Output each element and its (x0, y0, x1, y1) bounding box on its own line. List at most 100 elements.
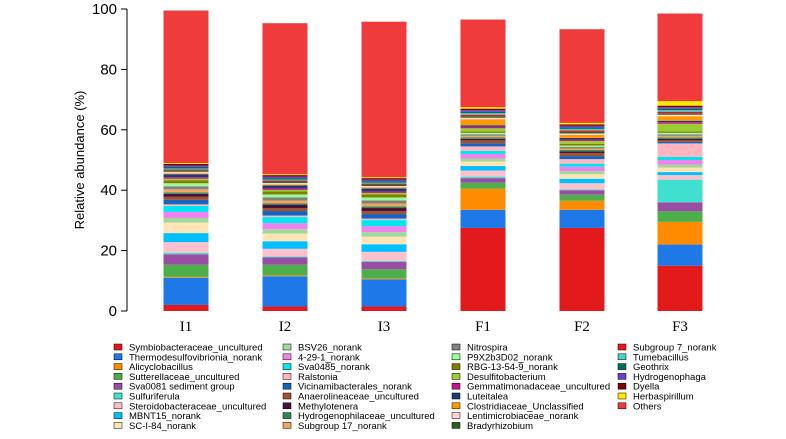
legend-label: RBG-13-54-9_norank (467, 362, 558, 373)
legend-label: Thermodesulfovibrionia_norank (129, 352, 262, 363)
bar-segment-I2-30 (262, 176, 308, 179)
legend-swatch (282, 382, 292, 390)
bar-segment-I1-7 (163, 233, 209, 243)
legend-label: Vicinamibacterales_norank (298, 382, 412, 393)
bar-segment-F3-2 (657, 221, 703, 245)
bar-segment-F1-21 (460, 128, 506, 132)
legend-label: Clostridiaceae_Unclassified (467, 401, 584, 412)
legend-label: 4-29-1_norank (298, 352, 360, 363)
bar-segment-I1-15 (163, 193, 209, 197)
legend-swatch (617, 373, 627, 380)
bar-segment-F1-32 (460, 107, 506, 109)
legend-label: Sutterellaceae_uncultured (129, 372, 239, 383)
bar-segment-F2-22 (559, 139, 605, 141)
legend-label: Nitrospira (467, 343, 508, 354)
legend-swatch (113, 422, 123, 429)
y-tick-label: 40 (100, 182, 117, 199)
bar-segment-I2-9 (262, 229, 308, 234)
bar-segment-F1-33 (460, 19, 506, 108)
bar-segment-F2-30 (559, 125, 605, 128)
bar-segment-I2-22 (262, 188, 308, 190)
bar-segment-F2-23 (559, 137, 605, 140)
legend-item: Sva0485_norank (282, 362, 370, 373)
bar-segment-I2-33 (262, 23, 308, 175)
legend-swatch (113, 392, 123, 400)
legend: Symbiobacteraceae_unculturedThermodesulf… (113, 343, 717, 432)
bar-segment-F1-16 (460, 137, 506, 139)
legend-swatch (617, 382, 627, 390)
bar-segment-I1-5 (163, 252, 209, 255)
legend-label: Dyella (633, 382, 660, 393)
bar-segment-I3-9 (361, 232, 407, 237)
bar-segment-I1-31 (163, 163, 209, 166)
bar-segment-I1-24 (163, 173, 209, 175)
legend-item: Sva0081 sediment group (113, 382, 235, 393)
bar-segment-I2-28 (262, 179, 308, 181)
legend-item: Thermodesulfovibrionia_norank (113, 352, 262, 363)
bar-segment-I2-32 (262, 174, 308, 176)
bar-segment-I2-10 (262, 223, 308, 230)
bar-segment-I3-0 (361, 306, 407, 311)
bar-segment-F3-13 (657, 141, 703, 144)
legend-label: Anaerolineaceae_uncultured (298, 392, 419, 403)
bar-segment-F3-10 (657, 160, 703, 165)
bar-segment-F1-12 (460, 146, 506, 151)
bar-segment-F3-9 (657, 164, 703, 168)
bar-segment-F3-7 (657, 172, 703, 176)
legend-swatch (617, 343, 627, 351)
bar-segment-I3-5 (361, 260, 407, 262)
bar-segment-F1-8 (460, 161, 506, 167)
bar-segment-I2-15 (262, 204, 308, 209)
bar-segment-F3-5 (657, 179, 703, 203)
legend-item: Luteitalea (451, 392, 509, 403)
bar-segment-F3-28 (657, 110, 703, 112)
legend-label: Gemmatimonadaceae_uncultured (467, 382, 610, 393)
bar-stack-F3 (657, 13, 703, 311)
legend-swatch (451, 382, 461, 390)
bar-segment-I1-13 (163, 199, 209, 205)
x-tick-label: I2 (279, 319, 292, 335)
y-tick-label: 20 (100, 243, 117, 260)
bar-segment-F1-26 (460, 116, 506, 118)
bar-segment-I2-4 (262, 257, 308, 265)
legend-item: P9X2b3D02_norank (451, 352, 553, 363)
legend-swatch (113, 373, 123, 380)
bar-segment-I2-23 (262, 185, 308, 189)
bar-segment-F2-28 (559, 128, 605, 131)
bar-segment-F2-18 (559, 147, 605, 149)
bar-segment-F3-20 (657, 131, 703, 133)
bar-segment-I3-24 (361, 187, 407, 189)
bar-segment-F1-0 (460, 227, 506, 311)
bar-segment-F2-5 (559, 189, 605, 191)
legend-item: Herbaspirillum (617, 392, 694, 403)
bar-segment-F2-8 (559, 174, 605, 179)
legend-item: Steroidobacteraceae_uncultured (113, 401, 266, 412)
bar-segment-I2-3 (262, 264, 308, 276)
legend-item: Symbiobacteraceae_uncultured (113, 343, 263, 354)
bar-segment-I3-23 (361, 188, 407, 192)
bar-segment-F1-11 (460, 150, 506, 154)
bar-segment-I3-32 (361, 177, 407, 179)
bar-segment-I3-14 (361, 211, 407, 215)
bar-segment-I1-33 (163, 10, 209, 164)
legend-label: Subgroup 17_norank (298, 421, 387, 432)
legend-item: Anaerolineaceae_uncultured (282, 392, 419, 403)
bar-segment-I2-0 (262, 306, 308, 311)
bars (163, 10, 703, 311)
bar-segment-F2-0 (559, 227, 605, 311)
bar-segment-F3-27 (657, 111, 703, 114)
bar-segment-I3-19 (361, 197, 407, 201)
bar-segment-F1-4 (460, 178, 506, 183)
bar-segment-I3-33 (361, 21, 407, 178)
legend-label: Sva0485_norank (298, 362, 370, 373)
legend-label: Hydrogenophilaceae_uncultured (298, 411, 435, 422)
bar-segment-I2-18 (262, 197, 308, 201)
bar-segment-I1-1 (163, 277, 209, 305)
legend-label: Tumebacillus (633, 352, 689, 363)
bar-segment-I1-30 (163, 165, 209, 167)
bar-segment-I2-17 (262, 200, 308, 204)
bar-segment-I1-17 (163, 189, 209, 193)
legend-swatch (113, 353, 123, 361)
x-tick-label: I3 (378, 319, 391, 335)
bar-segment-I1-19 (163, 183, 209, 187)
